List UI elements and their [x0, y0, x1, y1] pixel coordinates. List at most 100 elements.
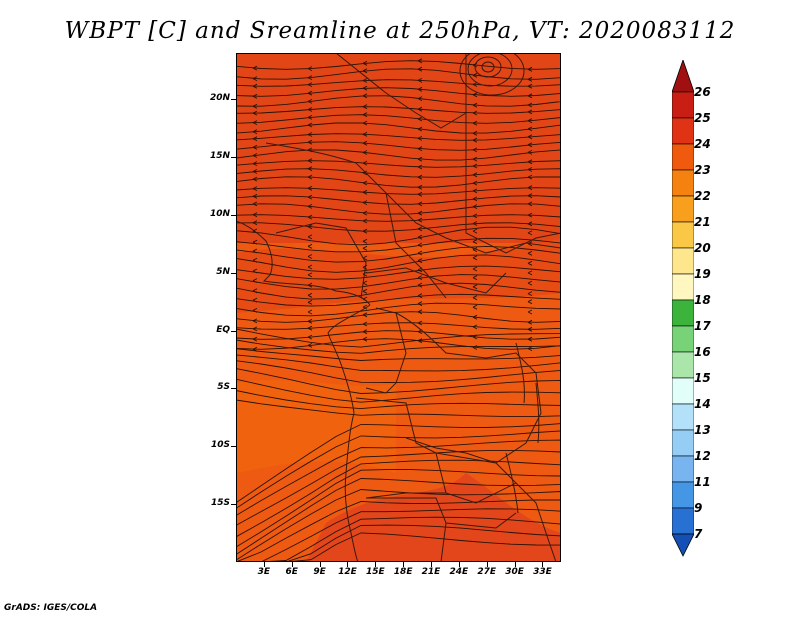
streamline-arrow	[252, 110, 258, 116]
streamline-arrow	[472, 239, 478, 245]
streamline-arrow	[417, 164, 423, 170]
streamline-arrow	[527, 174, 533, 180]
namibia-botswana-border	[366, 497, 517, 562]
colorbar-segment	[672, 143, 694, 171]
streamline	[236, 122, 561, 134]
streamline-arrow	[527, 83, 533, 89]
streamline	[236, 469, 561, 548]
streamlines	[236, 58, 561, 562]
streamline	[236, 106, 561, 114]
streamline-arrow	[527, 212, 533, 218]
streamline-arrow	[527, 134, 533, 140]
streamline-arrow	[527, 126, 533, 132]
streamline-arrow	[307, 264, 313, 270]
streamline	[236, 265, 561, 280]
lon-tick-label: 33E	[533, 567, 552, 577]
streamline	[236, 360, 561, 383]
streamline-arrow	[472, 314, 478, 320]
mozambique-border	[515, 482, 557, 562]
colorbar-label: 22	[694, 189, 711, 203]
streamline-arrow	[362, 160, 368, 166]
colorbar-label: 24	[694, 137, 711, 151]
colorbar-label: 9	[694, 501, 703, 515]
streamline-arrow	[362, 150, 368, 155]
lat-tick-label: 5N	[216, 266, 230, 277]
lat-tick-label: 10N	[209, 208, 230, 219]
streamline-arrow	[472, 137, 478, 143]
lon-tick-mark	[347, 562, 349, 567]
streamline-arrow	[472, 156, 478, 162]
streamline-arrow	[472, 304, 478, 310]
streamline	[236, 348, 561, 361]
streamline-arrow	[307, 194, 313, 200]
streamline	[236, 508, 561, 562]
streamline-arrow	[417, 217, 423, 223]
streamline	[236, 399, 561, 418]
lon-tick-mark	[319, 562, 321, 567]
streamline	[236, 430, 561, 509]
streamline	[236, 368, 561, 394]
streamline-arrow	[527, 193, 533, 199]
colorbar-label: 13	[694, 423, 711, 437]
streamline-arrow	[417, 174, 423, 180]
colorbar-segment	[672, 429, 694, 457]
streamline-arrow	[527, 230, 533, 236]
lat-tick-label: EQ	[216, 324, 230, 335]
streamline-arrow	[252, 129, 258, 135]
streamline-arrow	[252, 186, 258, 192]
colorbar-segment	[672, 507, 694, 535]
streamline-arrow	[417, 258, 423, 264]
colorbar-label: 18	[694, 293, 711, 307]
streamline-arrow	[362, 245, 368, 251]
streamline-arrow	[307, 272, 313, 278]
streamline-arrow	[472, 213, 478, 219]
lon-tick-mark	[486, 562, 488, 567]
streamline-arrow	[362, 180, 368, 186]
streamline	[236, 222, 561, 232]
streamline	[236, 245, 561, 263]
streamline-arrow	[252, 83, 258, 89]
streamline-arrow	[252, 326, 258, 332]
streamline-arrow	[472, 188, 478, 194]
streamline-arrow	[307, 114, 313, 120]
streamline-arrow	[527, 260, 533, 266]
streamline	[236, 114, 561, 124]
streamline-arrow	[252, 220, 258, 226]
lat-tick-label: 15N	[209, 151, 230, 162]
streamline-arrow	[472, 147, 478, 153]
streamline-arrow	[472, 228, 478, 234]
streamline-arrow	[417, 106, 423, 112]
streamline	[236, 390, 561, 410]
lat-tick-mark	[231, 272, 236, 274]
colorbar-label: 21	[694, 215, 711, 229]
streamline-arrow	[417, 66, 423, 72]
streamline-arrow	[307, 224, 313, 230]
streamline-arrow	[527, 250, 533, 256]
streamline-arrow	[472, 130, 478, 136]
streamline-arrow	[417, 96, 423, 102]
colorbar-label: 12	[694, 449, 711, 463]
colorbar-segment	[672, 117, 694, 145]
streamline-arrow	[527, 221, 533, 227]
streamline-arrow	[472, 295, 478, 301]
streamline-arrow	[362, 85, 368, 91]
streamline-arrow	[252, 76, 258, 82]
streamline-arrow	[307, 158, 313, 164]
streamline-arrow	[307, 132, 313, 137]
lat-tick-mark	[231, 388, 236, 390]
streamline-arrow	[527, 109, 533, 115]
streamline	[236, 516, 561, 562]
colorbar-bottom-arrow	[672, 533, 694, 557]
streamline	[236, 339, 561, 354]
streamline-arrow	[252, 169, 258, 174]
gabon-congo-coast	[327, 304, 371, 414]
colorbar-legend: 26 25 24 23 22 21 20 19 18 17 16 15 14 13 12 11 9 7	[672, 60, 732, 560]
streamline-arrow	[252, 120, 258, 126]
cyclone-ring-1	[481, 61, 495, 73]
streamline-arrow	[252, 161, 258, 167]
streamline-arrow	[252, 288, 258, 294]
streamline-arrow	[527, 270, 533, 276]
streamline-arrow	[252, 257, 258, 263]
nigeria-border	[275, 222, 367, 299]
streamline-arrow	[307, 334, 313, 340]
